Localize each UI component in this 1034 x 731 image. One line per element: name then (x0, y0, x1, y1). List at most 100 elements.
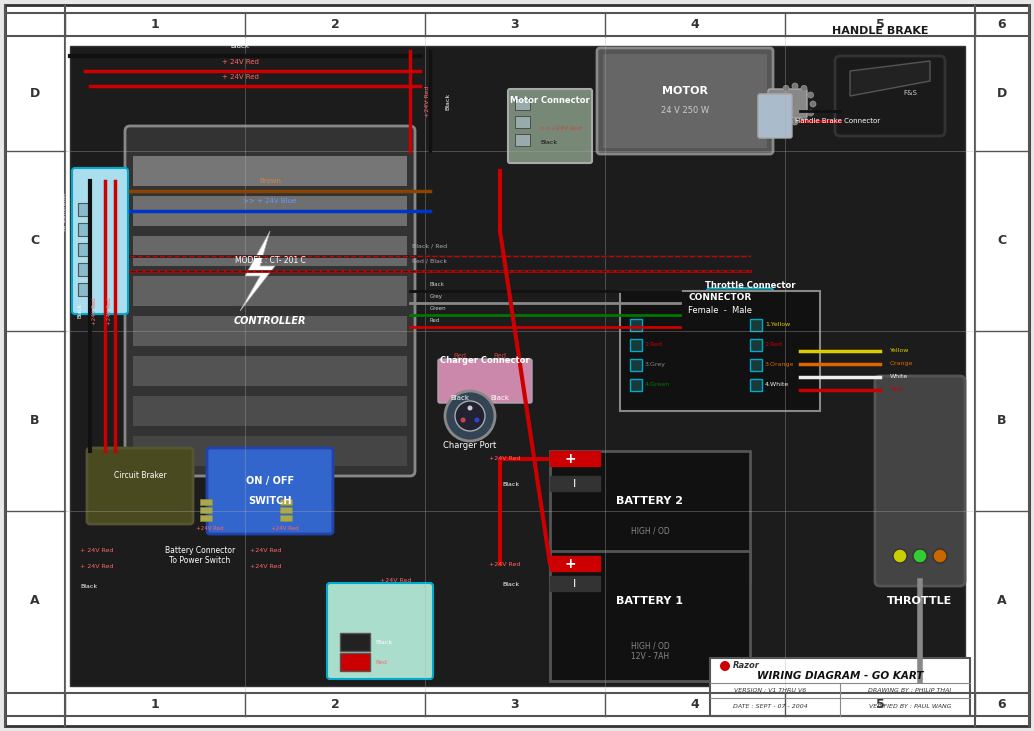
Text: 4: 4 (691, 18, 699, 31)
Circle shape (792, 119, 798, 125)
Text: +24V Red: +24V Red (489, 456, 520, 461)
Text: Yellow: Yellow (890, 349, 909, 354)
Text: 5: 5 (876, 698, 884, 711)
Text: 3: 3 (511, 18, 519, 31)
Circle shape (808, 92, 814, 98)
FancyBboxPatch shape (78, 283, 90, 296)
FancyBboxPatch shape (133, 156, 407, 186)
FancyBboxPatch shape (133, 236, 407, 266)
Circle shape (801, 86, 807, 91)
Text: +24V Red: +24V Red (425, 86, 430, 117)
Circle shape (467, 406, 473, 411)
Text: + 24V Red: + 24V Red (80, 548, 114, 553)
Text: +24V Red: +24V Red (250, 548, 281, 553)
Text: D: D (997, 87, 1007, 100)
FancyBboxPatch shape (758, 94, 792, 138)
Circle shape (808, 110, 814, 116)
Text: + 24V Red: + 24V Red (80, 564, 114, 569)
Text: SWITCH: SWITCH (248, 496, 292, 506)
Text: HIGH / OD: HIGH / OD (631, 526, 669, 536)
FancyBboxPatch shape (72, 168, 128, 314)
FancyBboxPatch shape (710, 658, 970, 716)
Text: ON / OFF: ON / OFF (246, 476, 294, 486)
FancyBboxPatch shape (327, 583, 433, 679)
Text: BATTERY 1: BATTERY 1 (616, 596, 683, 606)
FancyBboxPatch shape (750, 319, 762, 331)
Circle shape (893, 549, 907, 563)
Text: Circuit Braker: Circuit Braker (114, 471, 166, 480)
Text: Black: Black (490, 395, 510, 401)
FancyBboxPatch shape (707, 288, 773, 364)
Text: B: B (997, 414, 1007, 428)
Text: Green: Green (430, 306, 447, 311)
Text: Black: Black (451, 395, 469, 401)
FancyBboxPatch shape (550, 451, 600, 466)
Text: 6: 6 (998, 698, 1006, 711)
FancyBboxPatch shape (125, 126, 415, 476)
FancyBboxPatch shape (133, 356, 407, 386)
Text: BATTERY 2: BATTERY 2 (616, 496, 683, 506)
FancyBboxPatch shape (200, 499, 212, 505)
FancyBboxPatch shape (280, 515, 292, 521)
Text: VERSION : V1 THRU V6: VERSION : V1 THRU V6 (734, 687, 807, 692)
Circle shape (445, 391, 495, 441)
Text: Black: Black (503, 581, 520, 586)
Circle shape (777, 110, 783, 116)
Text: F&S: F&S (903, 90, 917, 96)
FancyBboxPatch shape (340, 653, 370, 671)
FancyBboxPatch shape (200, 507, 212, 513)
Text: C: C (998, 235, 1006, 248)
Text: Charger Connector: Charger Connector (440, 357, 529, 366)
Text: Charger Port: Charger Port (444, 441, 496, 450)
Text: +24V Red: +24V Red (271, 526, 299, 531)
FancyBboxPatch shape (280, 499, 292, 505)
Circle shape (777, 92, 783, 98)
FancyBboxPatch shape (133, 396, 407, 426)
FancyBboxPatch shape (78, 223, 90, 236)
Text: I: I (574, 579, 577, 589)
Text: Red: Red (375, 659, 387, 664)
Text: Black: Black (540, 140, 557, 145)
Text: 24 V 250 W: 24 V 250 W (661, 107, 709, 115)
Text: Black: Black (231, 43, 249, 49)
Text: A: A (997, 594, 1007, 607)
Text: Black: Black (503, 482, 520, 487)
FancyBboxPatch shape (550, 451, 750, 581)
FancyBboxPatch shape (280, 507, 292, 513)
Text: Black / Red: Black / Red (413, 244, 448, 249)
FancyBboxPatch shape (133, 196, 407, 226)
Text: Brown: Brown (258, 178, 281, 184)
FancyBboxPatch shape (70, 46, 965, 686)
Text: >> + 24V Blue: >> + 24V Blue (243, 198, 297, 204)
Text: MOTOR: MOTOR (662, 86, 708, 96)
Text: Motor Connector: Motor Connector (510, 96, 589, 105)
FancyBboxPatch shape (630, 319, 642, 331)
FancyBboxPatch shape (603, 54, 767, 148)
Circle shape (913, 549, 927, 563)
FancyBboxPatch shape (550, 556, 600, 571)
Circle shape (460, 417, 465, 423)
FancyBboxPatch shape (550, 576, 600, 591)
Text: C: C (30, 235, 39, 248)
Text: +: + (565, 452, 576, 466)
Circle shape (792, 83, 798, 89)
Text: Black: Black (430, 282, 445, 287)
FancyBboxPatch shape (750, 379, 762, 391)
Text: +24V Red: +24V Red (196, 526, 223, 531)
Text: D: D (30, 87, 40, 100)
Text: THROTTLE: THROTTLE (887, 596, 952, 606)
Text: 4.Green: 4.Green (645, 382, 670, 387)
FancyBboxPatch shape (78, 243, 90, 256)
FancyBboxPatch shape (750, 359, 762, 371)
Text: Red: Red (454, 353, 466, 359)
FancyBboxPatch shape (620, 291, 820, 411)
FancyBboxPatch shape (898, 668, 943, 694)
Text: 3.Orange: 3.Orange (765, 363, 794, 368)
Text: 5: 5 (876, 18, 884, 31)
Text: VERIFIED BY : PAUL WANG: VERIFIED BY : PAUL WANG (869, 703, 951, 708)
FancyBboxPatch shape (768, 89, 807, 118)
Text: Red: Red (890, 387, 902, 393)
Circle shape (774, 101, 780, 107)
Text: Female  -  Male: Female - Male (688, 306, 752, 316)
Text: + 24V Red: + 24V Red (221, 74, 258, 80)
